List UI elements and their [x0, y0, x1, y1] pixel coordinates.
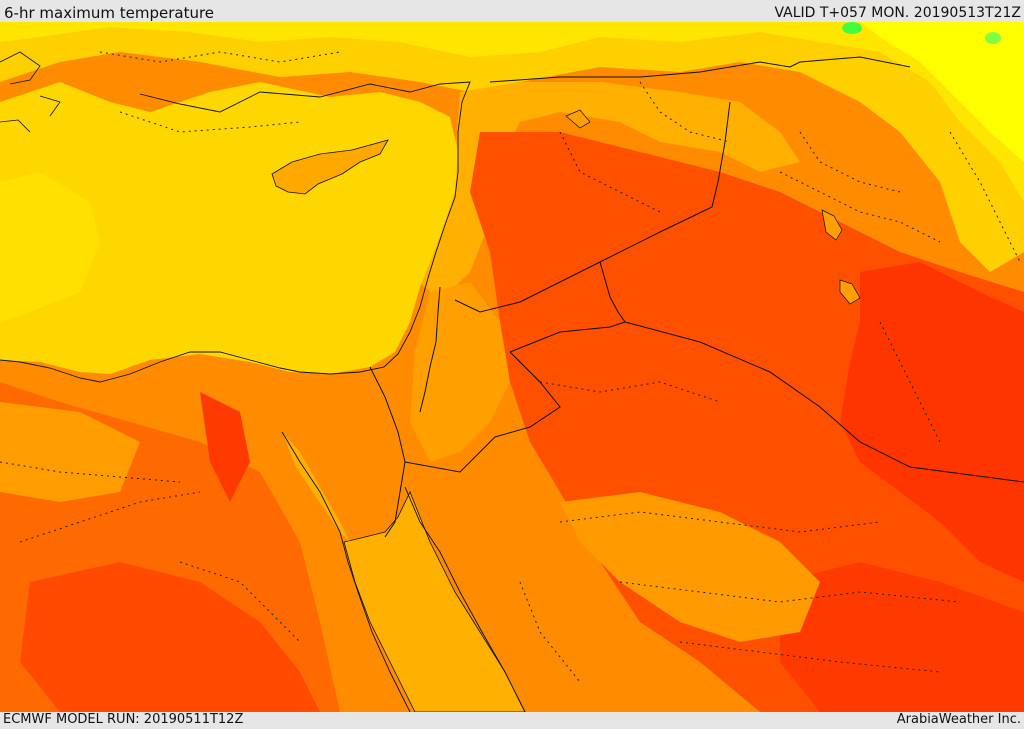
- credit-label: ArabiaWeather Inc.: [896, 712, 1021, 727]
- coastline-red-sea-east: [404, 486, 526, 712]
- coastline-levant: [0, 81, 471, 383]
- temperature-zone-saudi-hot: [780, 562, 1024, 712]
- temperature-zone-nafud: [560, 492, 820, 642]
- map-svg: [0, 22, 1024, 712]
- temperature-zone-jordan-light: [410, 282, 510, 462]
- lake-tharthar: [821, 209, 843, 241]
- cyprus-island: [271, 139, 389, 195]
- model-run-label: ECMWF MODEL RUN: 20190511T12Z: [3, 712, 244, 727]
- temperature-zone-nile-hot: [200, 392, 250, 502]
- temperature-zone-levant: [420, 82, 800, 302]
- temperature-map[interactable]: [0, 22, 1024, 712]
- temperature-zone-sahara-light: [0, 402, 140, 502]
- country-borders: [369, 56, 1024, 538]
- cool-spot-east: [985, 32, 1001, 44]
- cool-spot-north: [842, 22, 862, 34]
- header-bar: 6-hr maximum temperature VALID T+057 MON…: [0, 0, 1024, 22]
- temperature-zone-north-yellow: [860, 22, 1024, 162]
- admin-boundaries: [0, 51, 1021, 683]
- temperature-zone-iraq-hot: [840, 262, 1024, 582]
- map-title: 6-hr maximum temperature: [4, 4, 215, 22]
- red-sea: [343, 491, 526, 712]
- lake-assad: [565, 109, 591, 129]
- valid-time-label: VALID T+057 MON. 20190513T21Z: [774, 5, 1021, 21]
- lake-habbaniyah: [839, 279, 861, 305]
- mediterranean-sea-lighter: [0, 172, 100, 322]
- footer-bar: ECMWF MODEL RUN: 20190511T12Z ArabiaWeat…: [0, 712, 1024, 729]
- coastline-aegean: [0, 51, 61, 133]
- coastline-red-sea-west: [281, 431, 411, 712]
- temperature-zone-egypt-hot: [20, 562, 320, 712]
